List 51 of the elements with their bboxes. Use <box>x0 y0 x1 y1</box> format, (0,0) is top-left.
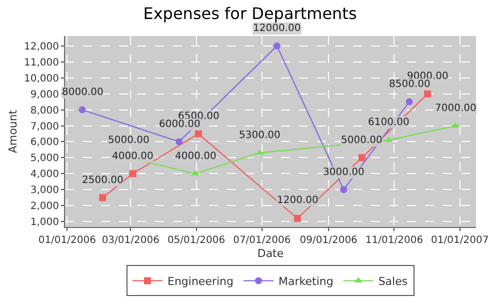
data-label: 4000.00 <box>112 151 154 162</box>
y-tick-label: 1,000 <box>30 217 59 228</box>
y-tick-label: 11,000 <box>24 57 59 68</box>
point <box>78 106 86 114</box>
y-tick-label: 2,000 <box>30 201 59 212</box>
legend-label: Sales <box>378 274 408 288</box>
data-label: 3000.00 <box>323 167 364 178</box>
point <box>194 130 202 138</box>
point <box>273 42 280 50</box>
data-label: 12000.00 <box>253 23 301 34</box>
data-label: 4000.00 <box>175 151 216 162</box>
point <box>129 170 136 178</box>
data-label: 5000.00 <box>108 135 150 146</box>
point <box>99 194 106 202</box>
y-tick-label: 7,000 <box>30 121 59 132</box>
y-tick-label: 4,000 <box>30 169 59 180</box>
x-tick-label: 01/01/2006 <box>38 235 96 246</box>
x-tick-label: 11/01/2006 <box>365 235 424 246</box>
y-tick-label: 6,000 <box>30 137 59 148</box>
x-tick-label: 09/01/2006 <box>300 235 358 246</box>
data-label: 8500.00 <box>389 79 430 90</box>
y-axis-title: Amount <box>6 109 20 154</box>
y-tick-label: 3,000 <box>30 185 59 196</box>
point <box>256 149 264 155</box>
data-label: 6100.00 <box>368 117 410 128</box>
x-axis-title: Date <box>257 247 284 260</box>
y-tick-label: 12,000 <box>24 41 59 52</box>
point <box>294 214 301 222</box>
chart-title: Expenses for Departments <box>143 4 357 23</box>
point <box>424 90 432 98</box>
point <box>176 138 183 146</box>
point <box>406 98 413 106</box>
point <box>340 186 348 194</box>
data-label: 5000.00 <box>341 135 382 146</box>
x-tick-label: 01/01/2007 <box>431 235 489 246</box>
y-tick-label: 10,000 <box>24 73 59 84</box>
x-tick-label: 05/01/2006 <box>167 235 226 246</box>
x-tick-label: 07/01/2006 <box>233 235 291 246</box>
data-label: 2500.00 <box>82 175 124 186</box>
data-label: 5300.00 <box>239 130 280 141</box>
data-label: 6000.00 <box>159 119 200 130</box>
data-label: 1200.00 <box>277 195 318 206</box>
point <box>358 154 366 162</box>
y-tick-label: 5,000 <box>30 153 59 164</box>
y-tick-label: 8,000 <box>30 105 59 116</box>
y-tick-label: 9,000 <box>30 89 59 100</box>
x-tick-label: 03/01/2006 <box>102 235 160 246</box>
legend-label: Marketing <box>278 274 334 288</box>
legend-label: Engineering <box>168 274 234 288</box>
data-label: 8000.00 <box>62 87 104 98</box>
data-label: 7000.00 <box>435 103 476 114</box>
